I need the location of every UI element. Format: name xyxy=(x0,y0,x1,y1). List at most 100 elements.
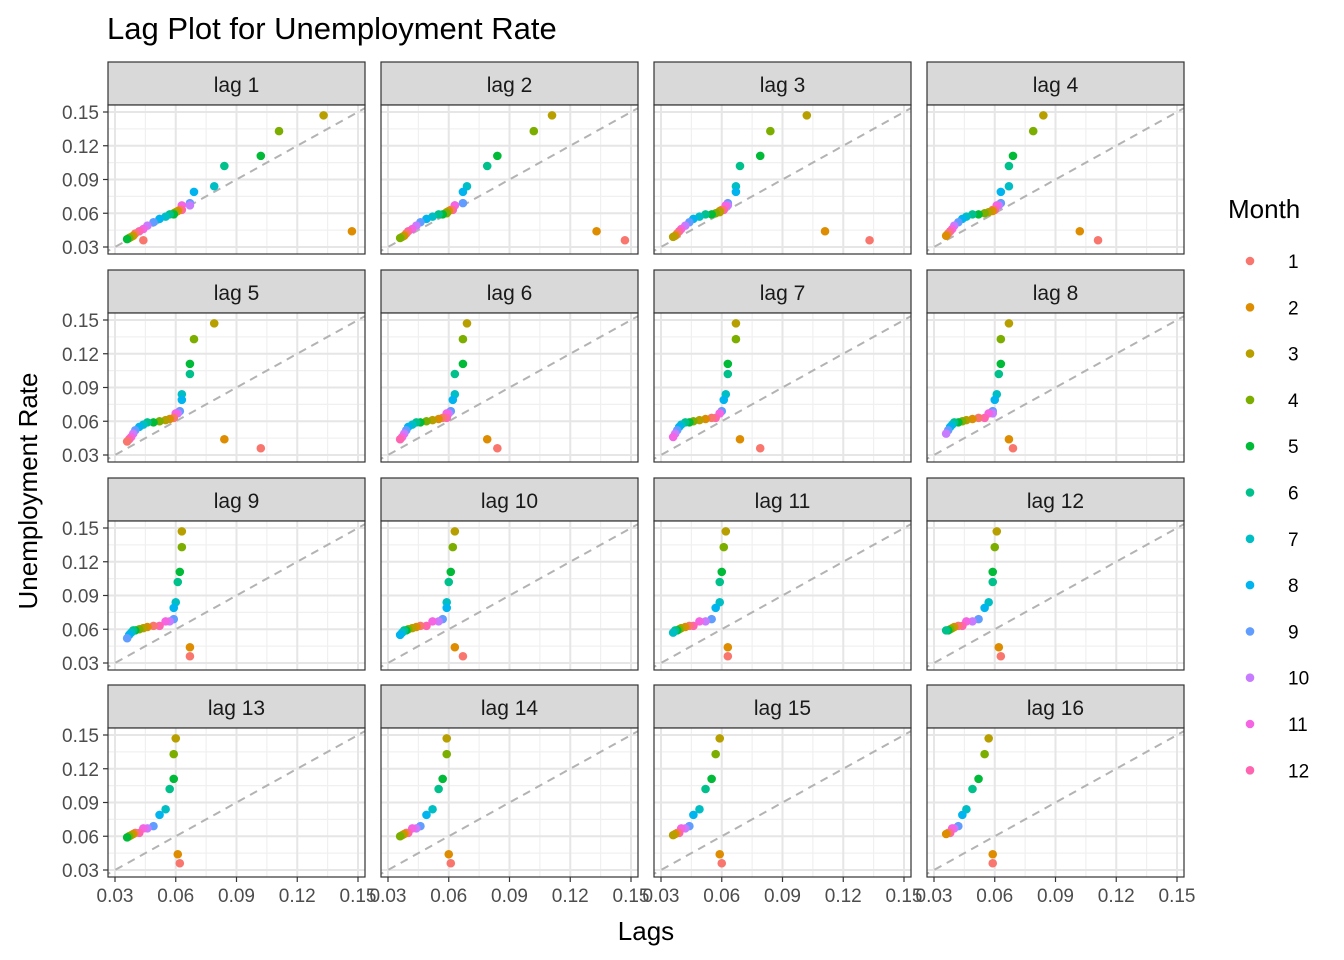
data-point xyxy=(177,527,187,536)
data-point xyxy=(668,628,678,637)
legend-key xyxy=(1245,395,1255,405)
x-tick-label: 0.03 xyxy=(97,886,134,907)
data-point xyxy=(723,369,733,379)
data-point xyxy=(428,804,437,814)
legend-label: 8 xyxy=(1288,576,1299,597)
data-point xyxy=(958,810,967,820)
x-tick-label: 0.12 xyxy=(552,886,589,907)
reference-line xyxy=(927,729,1184,876)
facet-panel-lag-6: lag 6 xyxy=(380,269,639,463)
data-point xyxy=(444,849,454,859)
strip-lag-4 xyxy=(926,61,1185,106)
y-tick-label: 0.09 xyxy=(62,587,99,608)
panel-border xyxy=(926,520,1185,671)
strip-lag-6 xyxy=(380,269,639,314)
reference-line xyxy=(927,522,1184,669)
data-point xyxy=(984,734,993,743)
facet-panel-lag-12: lag 12 xyxy=(926,477,1185,671)
data-point xyxy=(994,369,1004,379)
data-point xyxy=(185,201,195,210)
strip-label: lag 4 xyxy=(1033,74,1079,97)
reference-line xyxy=(108,314,365,461)
x-tick-label: 0.03 xyxy=(916,886,953,907)
reference-line xyxy=(654,729,911,876)
data-point xyxy=(493,443,502,453)
data-point xyxy=(122,833,132,842)
strip-lag-1 xyxy=(107,61,366,106)
facet-panels: lag 1 0.03 0.06 0.09 0.12 0.15 lag 2 lag 3 lag 4… xyxy=(62,61,1195,907)
facet-panel-lag-3: lag 3 xyxy=(653,61,912,255)
data-point xyxy=(189,187,199,197)
chart-title: Lag Plot for Unemployment Rate xyxy=(107,11,557,46)
reference-line xyxy=(927,106,1184,253)
y-tick-label: 0.15 xyxy=(62,103,99,124)
data-point xyxy=(974,210,983,219)
data-point xyxy=(444,577,454,587)
legend-label: 2 xyxy=(1288,298,1299,319)
data-point xyxy=(974,774,983,784)
data-point xyxy=(171,734,181,743)
data-point xyxy=(462,319,472,328)
data-point xyxy=(996,334,1006,344)
y-tick-label: 0.06 xyxy=(62,620,99,641)
data-point xyxy=(185,642,195,652)
data-point xyxy=(707,210,716,219)
legend-key xyxy=(1245,534,1255,544)
data-point xyxy=(820,226,830,236)
data-point xyxy=(980,603,989,613)
reference-line xyxy=(381,729,638,876)
legend-key xyxy=(1245,441,1255,451)
data-point xyxy=(169,774,179,784)
data-point xyxy=(968,784,977,794)
data-point xyxy=(994,642,1004,652)
strip-label: lag 9 xyxy=(214,490,260,513)
strip-lag-13 xyxy=(107,684,366,729)
data-point xyxy=(122,633,132,643)
legend-key xyxy=(1245,303,1255,312)
data-point xyxy=(165,784,174,794)
x-axis-title: Lags xyxy=(618,916,674,946)
data-point xyxy=(731,319,741,328)
x-tick-label: 0.09 xyxy=(764,886,801,907)
data-point xyxy=(717,567,727,577)
data-point xyxy=(668,830,678,840)
facet-panel-lag-2: lag 2 xyxy=(380,61,639,255)
panel-border xyxy=(380,520,639,671)
data-point xyxy=(941,626,951,635)
strip-lag-12 xyxy=(926,477,1185,522)
data-point xyxy=(723,642,733,652)
data-point xyxy=(689,810,698,820)
facet-panel-lag-7: lag 7 xyxy=(653,269,912,463)
data-point xyxy=(992,527,1002,536)
data-point xyxy=(1004,181,1014,191)
data-point xyxy=(711,603,720,613)
legend-key xyxy=(1245,627,1255,636)
reference-line xyxy=(108,106,365,253)
data-point xyxy=(990,542,1000,552)
facet-panel-lag-5: lag 5 0.03 0.06 0.09 0.12 0.15 xyxy=(62,269,366,467)
data-point xyxy=(482,161,492,171)
data-point xyxy=(529,126,539,136)
data-point xyxy=(434,617,443,626)
facet-panel-lag-15: lag 15 0.03 0.06 0.09 0.12 0.15 xyxy=(643,684,922,907)
strip-lag-14 xyxy=(380,684,639,729)
facet-panel-lag-4: lag 4 xyxy=(926,61,1185,255)
x-tick-label: 0.15 xyxy=(613,886,650,907)
panel-border xyxy=(380,104,639,255)
facet-panel-lag-9: lag 9 0.03 0.06 0.09 0.12 0.15 xyxy=(62,477,366,675)
data-point xyxy=(482,434,492,444)
data-point xyxy=(220,161,229,171)
strip-lag-11 xyxy=(653,477,912,522)
legend-label: 7 xyxy=(1288,530,1299,551)
reference-line xyxy=(381,522,638,669)
x-tick-label: 0.09 xyxy=(491,886,528,907)
data-point xyxy=(715,577,725,587)
x-tick-label: 0.06 xyxy=(976,886,1013,907)
panel-border xyxy=(653,312,912,463)
y-tick-label: 0.12 xyxy=(62,553,99,574)
data-point xyxy=(996,359,1006,369)
data-point xyxy=(1075,226,1085,236)
y-tick-label: 0.12 xyxy=(62,345,99,366)
data-point xyxy=(422,621,431,631)
